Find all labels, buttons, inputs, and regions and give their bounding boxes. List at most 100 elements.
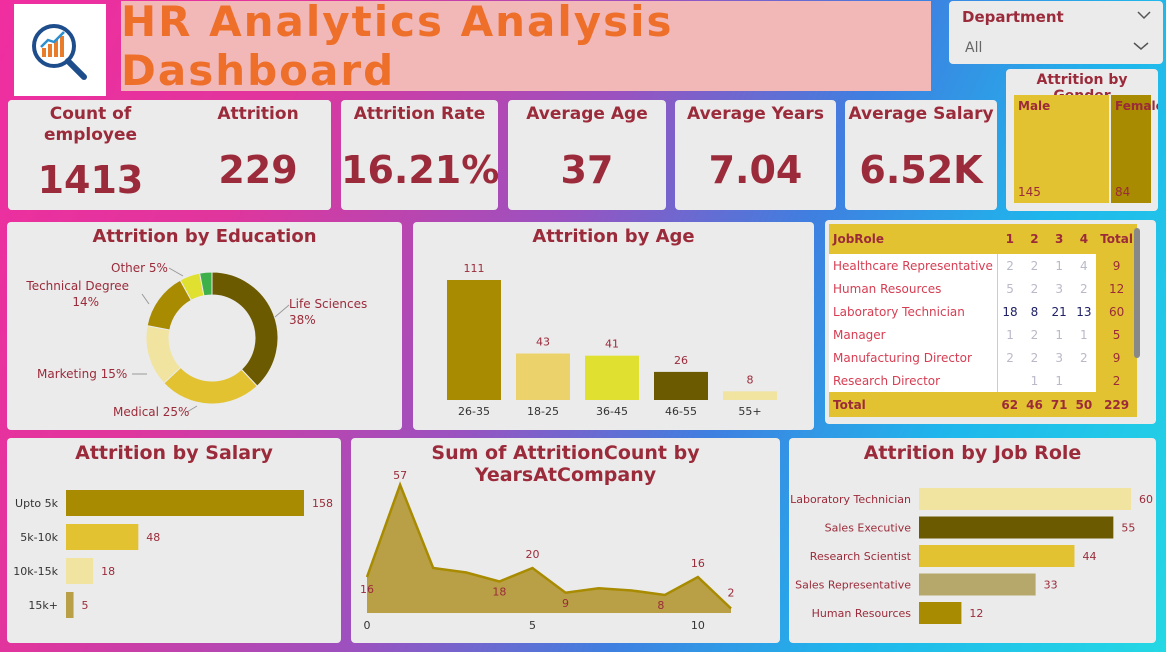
- column-header[interactable]: JobRole: [829, 224, 998, 254]
- department-value: All: [965, 40, 983, 56]
- data-label: 18: [101, 565, 115, 578]
- leader-line[interactable]: [274, 304, 290, 318]
- bar[interactable]: [919, 516, 1114, 539]
- donut-slice[interactable]: [163, 366, 258, 405]
- count-cell: 1: [1071, 323, 1097, 346]
- slice-label: Marketing 15%: [37, 367, 127, 381]
- count-cell: 1: [1046, 323, 1072, 346]
- column-header[interactable]: 2: [1022, 224, 1047, 254]
- years-title: Sum of AttritionCount by YearsAtCompany: [431, 442, 700, 486]
- bar[interactable]: [723, 391, 777, 400]
- bar[interactable]: [654, 371, 708, 400]
- area-fill[interactable]: [367, 484, 731, 613]
- row-total-cell: 2: [1096, 369, 1138, 392]
- data-label: 158: [312, 497, 333, 510]
- data-label: 8: [747, 373, 754, 386]
- total-cell: 46: [1022, 392, 1047, 417]
- slice-label: 14%: [72, 295, 99, 309]
- leader-line[interactable]: [141, 293, 150, 305]
- role-cell: Research Director: [829, 369, 998, 392]
- kpi-title: Attrition Rate: [353, 104, 486, 124]
- kpi-value: 7.04: [708, 148, 803, 192]
- salary-bar-chart: 158 Upto 5k 48 5k-10k 18 10k-15k 5 15k+: [13, 490, 333, 618]
- salary-title: Attrition by Salary: [75, 442, 273, 464]
- data-label: 8: [657, 599, 664, 612]
- column-header[interactable]: 4: [1071, 224, 1097, 254]
- count-cell: 8: [1022, 300, 1047, 323]
- count-cell: 2: [1071, 346, 1097, 369]
- gender-male-tile[interactable]: Male 145: [1014, 95, 1109, 203]
- data-label: 16: [360, 583, 374, 596]
- bar[interactable]: [919, 573, 1036, 596]
- row-total-cell: 5: [1096, 323, 1138, 346]
- row-total-cell: 9: [1096, 254, 1138, 277]
- gender-male-value: 145: [1018, 185, 1041, 199]
- jobrole-bar-panel: Attrition by Job Role 60 Laboratory Techn…: [789, 438, 1156, 643]
- row-total-cell: 9: [1096, 346, 1138, 369]
- column-header[interactable]: 1: [997, 224, 1023, 254]
- tick-label: 18-25: [527, 405, 559, 418]
- dropdown-chevron-icon[interactable]: [1133, 41, 1149, 51]
- total-cell: 50: [1071, 392, 1097, 417]
- tick-label: 46-55: [665, 405, 697, 418]
- count-cell: 3: [1046, 346, 1072, 369]
- count-cell: [996, 369, 1023, 392]
- donut-slice[interactable]: [199, 271, 213, 297]
- bar[interactable]: [66, 524, 139, 550]
- department-slicer[interactable]: Department All: [949, 1, 1163, 64]
- table-row[interactable]: Laboratory Technician 18 8 21 13 60: [829, 300, 1138, 323]
- table-row[interactable]: Manager 1 2 1 1 5: [829, 323, 1138, 346]
- department-label: Department: [962, 8, 1064, 26]
- tick-label: 10: [691, 619, 705, 632]
- collapse-chevron-icon[interactable]: [1137, 10, 1151, 20]
- count-cell: 2: [1022, 346, 1047, 369]
- gender-female-tile[interactable]: Female 84: [1111, 95, 1158, 203]
- kpi-title: Average Salary: [848, 104, 994, 124]
- area-line[interactable]: [365, 481, 732, 610]
- table-row[interactable]: Manufacturing Director 2 2 3 2 9: [829, 346, 1138, 369]
- gender-panel: Attrition by Gender Male 145 Female 84: [1006, 69, 1158, 211]
- slice-label: 38%: [289, 313, 316, 327]
- bar[interactable]: [919, 488, 1131, 510]
- tick-label: 0: [364, 619, 371, 632]
- bar[interactable]: [66, 490, 304, 516]
- bar[interactable]: [585, 355, 639, 400]
- tick-label: Upto 5k: [15, 497, 59, 510]
- tick-label: 36-45: [596, 405, 628, 418]
- kpi-card: Attrition Rate 16.21%: [341, 100, 498, 210]
- count-cell: [1071, 369, 1097, 392]
- column-header[interactable]: Total: [1096, 224, 1138, 254]
- education-panel: Attrition by Education Life Sciences 38% M…: [7, 222, 402, 430]
- bar[interactable]: [919, 545, 1075, 567]
- donut-slice[interactable]: [211, 271, 279, 387]
- data-label: 2: [728, 587, 735, 600]
- kpi-title: Average Years: [687, 104, 824, 124]
- role-cell: Human Resources: [829, 277, 998, 300]
- jobrole-bar-title: Attrition by Job Role: [863, 442, 1082, 464]
- leader-line[interactable]: [168, 267, 184, 277]
- data-label: 43: [536, 336, 550, 349]
- kpi-card: Average Age 37: [508, 100, 666, 210]
- tick-label: Sales Executive: [825, 522, 912, 535]
- total-cell: 62: [997, 392, 1023, 417]
- jobrole-matrix-panel: JobRole 1 2 3 4 Total Healthcare Represe…: [825, 220, 1156, 424]
- count-cell: 2: [1022, 254, 1047, 277]
- bar[interactable]: [516, 353, 570, 400]
- bar[interactable]: [66, 558, 94, 584]
- tick-label: 26-35: [458, 405, 490, 418]
- row-total-cell: 60: [1096, 300, 1138, 323]
- data-label: 26: [674, 354, 688, 367]
- bar[interactable]: [66, 592, 74, 618]
- column-header[interactable]: 3: [1046, 224, 1072, 254]
- bar[interactable]: [447, 280, 501, 400]
- age-panel: Attrition by Age 111 26-35 43 18-25 41 36-45 2…: [413, 222, 814, 430]
- table-row[interactable]: Healthcare Representative 2 2 1 4 9: [829, 254, 1138, 277]
- kpi-value: 229: [218, 148, 298, 192]
- kpi-card: Attrition 229: [185, 100, 331, 210]
- bar[interactable]: [919, 602, 962, 624]
- leader-line[interactable]: [186, 405, 198, 413]
- table-row[interactable]: Research Director 1 1 2: [829, 369, 1138, 392]
- total-cell: 229: [1096, 392, 1138, 417]
- table-scrollbar[interactable]: [1134, 228, 1140, 358]
- table-row[interactable]: Human Resources 5 2 3 2 12: [829, 277, 1138, 300]
